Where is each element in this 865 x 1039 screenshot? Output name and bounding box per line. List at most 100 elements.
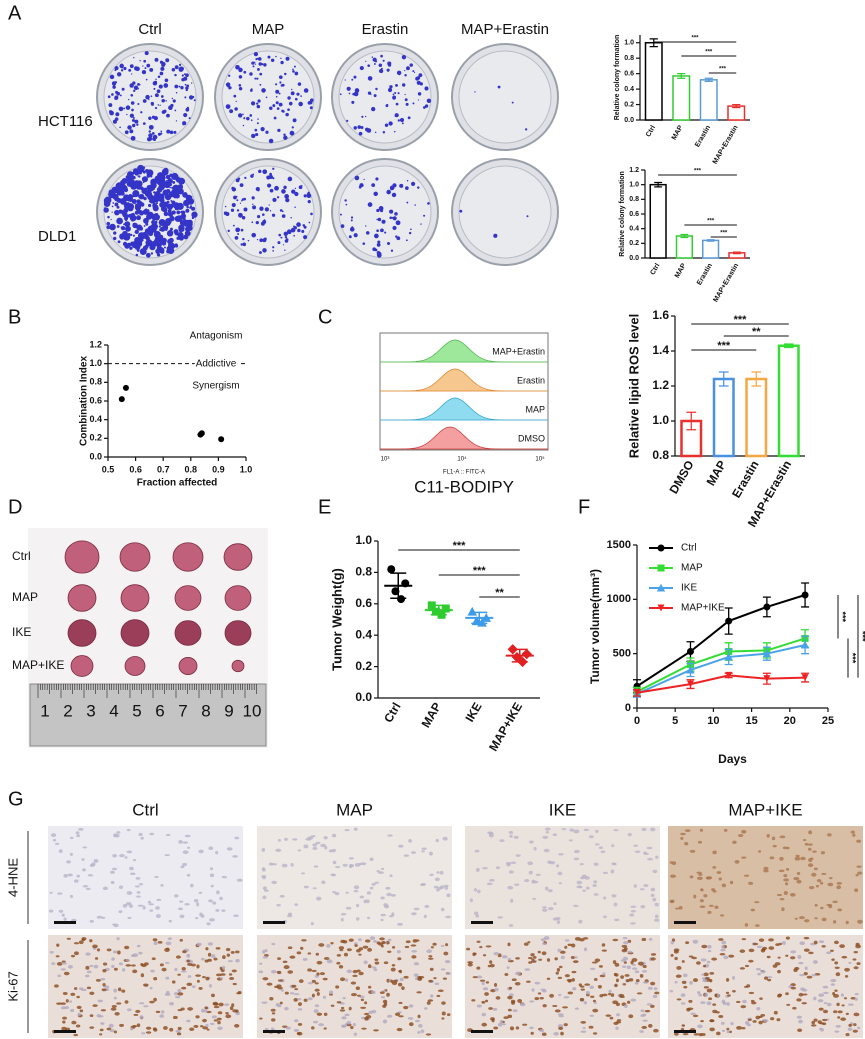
colony bbox=[424, 86, 429, 91]
colony bbox=[145, 239, 153, 247]
x-tick-label: Erastin bbox=[694, 124, 712, 148]
colony bbox=[132, 168, 139, 174]
nucleus bbox=[652, 869, 658, 874]
y-tick-label: 0.0 bbox=[89, 451, 102, 461]
colony bbox=[297, 228, 301, 233]
nucleus bbox=[582, 1026, 586, 1030]
colony bbox=[149, 175, 153, 178]
nucleus bbox=[641, 1013, 647, 1017]
nucleus bbox=[558, 1026, 564, 1030]
nucleus bbox=[675, 907, 680, 910]
colony bbox=[262, 238, 267, 243]
x-tick-label: 5 bbox=[672, 715, 678, 727]
colony bbox=[141, 69, 147, 75]
nucleus bbox=[829, 949, 834, 952]
nucleus bbox=[138, 951, 143, 955]
colony bbox=[387, 63, 392, 67]
nucleus bbox=[578, 919, 583, 924]
row-label: MAP+IKE bbox=[12, 658, 64, 672]
nucleus bbox=[718, 1014, 724, 1018]
colony bbox=[256, 57, 259, 59]
nucleus bbox=[803, 936, 810, 940]
nucleus bbox=[529, 1000, 535, 1003]
nucleus bbox=[436, 888, 440, 892]
nucleus bbox=[209, 918, 215, 922]
nucleus bbox=[229, 977, 235, 981]
y-tick-label: 1.0 bbox=[624, 40, 634, 47]
marker bbox=[657, 604, 665, 612]
nucleus bbox=[768, 946, 775, 950]
colony bbox=[120, 69, 124, 72]
nucleus bbox=[669, 899, 675, 903]
nucleus bbox=[332, 890, 336, 894]
nucleus bbox=[736, 1025, 743, 1030]
colony bbox=[394, 212, 398, 216]
legend-label: MAP bbox=[681, 563, 703, 574]
nucleus bbox=[852, 833, 856, 837]
nucleus bbox=[108, 1023, 114, 1028]
nucleus bbox=[425, 1033, 432, 1036]
nucleus bbox=[68, 964, 73, 969]
tumor bbox=[124, 656, 146, 676]
colony bbox=[117, 240, 121, 244]
nucleus bbox=[802, 838, 807, 842]
nucleus bbox=[832, 992, 836, 996]
nucleus bbox=[443, 884, 449, 887]
colony bbox=[153, 116, 158, 121]
marker bbox=[633, 689, 641, 697]
nucleus bbox=[750, 908, 756, 912]
series-line bbox=[636, 637, 806, 693]
colony bbox=[148, 130, 151, 133]
significance-label: *** bbox=[719, 67, 727, 73]
y-tick-label: 0.8 bbox=[355, 565, 372, 579]
nucleus bbox=[113, 967, 118, 971]
colony bbox=[119, 126, 121, 129]
point bbox=[122, 384, 129, 391]
nucleus bbox=[294, 988, 299, 991]
colony bbox=[253, 51, 259, 57]
colony bbox=[294, 206, 296, 208]
colony bbox=[191, 206, 196, 211]
nucleus bbox=[385, 886, 391, 890]
colony bbox=[130, 101, 135, 105]
colony bbox=[230, 208, 235, 212]
colony bbox=[281, 189, 286, 194]
nucleus bbox=[727, 994, 731, 997]
nucleus bbox=[804, 842, 809, 846]
colony bbox=[171, 210, 176, 215]
y-tick-label: 1500 bbox=[607, 539, 631, 551]
nucleus bbox=[145, 1026, 152, 1030]
nucleus bbox=[562, 1006, 569, 1009]
colony bbox=[111, 205, 114, 208]
colony bbox=[238, 212, 242, 217]
nucleus bbox=[330, 942, 334, 945]
nucleus bbox=[584, 983, 591, 986]
nucleus bbox=[374, 958, 379, 961]
scale-bar bbox=[471, 921, 493, 924]
nucleus bbox=[378, 942, 384, 946]
colony bbox=[256, 104, 261, 109]
nucleus bbox=[484, 992, 489, 996]
nucleus bbox=[364, 939, 371, 943]
colony bbox=[152, 195, 158, 201]
nucleus bbox=[720, 914, 725, 917]
colony bbox=[139, 60, 141, 62]
nucleus bbox=[112, 867, 118, 871]
nucleus bbox=[616, 1013, 621, 1017]
colony bbox=[180, 86, 184, 90]
colony bbox=[111, 93, 114, 96]
colony bbox=[251, 221, 254, 224]
nucleus bbox=[597, 984, 602, 989]
nucleus bbox=[293, 997, 298, 1002]
nucleus bbox=[850, 830, 856, 834]
nucleus bbox=[634, 850, 641, 853]
nucleus bbox=[790, 956, 796, 960]
colony bbox=[190, 196, 193, 198]
nucleus bbox=[748, 959, 754, 963]
nucleus bbox=[208, 899, 213, 903]
colony bbox=[251, 232, 257, 238]
nucleus bbox=[583, 1001, 588, 1005]
flow-histogram bbox=[380, 426, 548, 450]
nucleus bbox=[557, 976, 563, 980]
nucleus bbox=[530, 1031, 534, 1035]
